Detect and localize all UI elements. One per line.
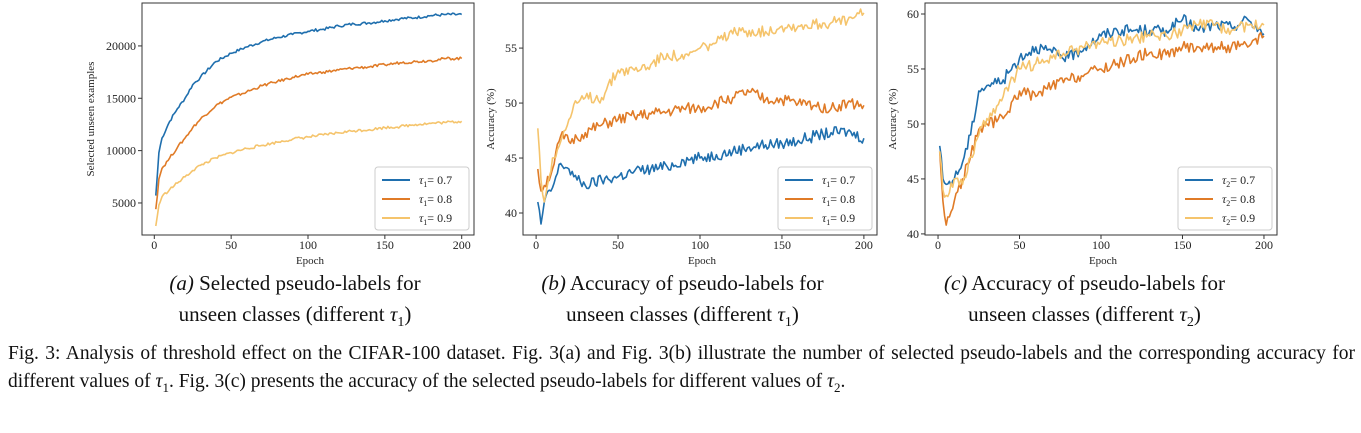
- y-tick-label: 45: [907, 172, 919, 186]
- x-tick-label: 150: [773, 238, 791, 252]
- figure-caption: Fig. 3: Analysis of threshold effect on …: [8, 340, 1355, 401]
- x-tick-label: 0: [533, 238, 539, 252]
- y-axis-label: Accuracy (%): [887, 88, 899, 150]
- y-tick-label: 40: [907, 227, 919, 241]
- figure-plots: 0 50 100 150 2005000100001500020000EpochSele…: [85, 2, 1278, 267]
- series-line-blue: [938, 14, 1265, 187]
- legend-label: τ1= 0.9: [822, 211, 855, 227]
- subcaption-label: (c): [943, 271, 968, 295]
- legend-label: τ1= 0.9: [419, 211, 452, 227]
- y-tick-label: 10000: [106, 144, 136, 158]
- x-tick-label: 50: [612, 238, 624, 252]
- y-axis-label: Selected unseen examples: [85, 62, 97, 177]
- x-axis-label: Epoch: [296, 255, 325, 267]
- paren: ): [1193, 302, 1201, 326]
- tau-symbol: τ: [155, 370, 163, 392]
- paren: ): [404, 302, 412, 326]
- x-tick-label: 150: [376, 238, 394, 252]
- caption-text: . Fig. 3(c) presents the accuracy of the…: [168, 370, 828, 392]
- legend-label: τ2= 0.7: [1222, 173, 1255, 189]
- legend-label: τ2= 0.8: [1222, 192, 1255, 208]
- legend-label: τ1= 0.7: [419, 173, 452, 189]
- x-tick-label: 100: [299, 238, 317, 252]
- x-tick-label: 100: [1092, 238, 1110, 252]
- x-tick-label: 50: [1014, 238, 1026, 252]
- tau-subscript: 2: [1186, 315, 1194, 331]
- tau-symbol: τ: [827, 370, 834, 392]
- subcaption-line2: unseen classes (different: [178, 302, 390, 326]
- subcaption-line2: unseen classes (different: [566, 302, 778, 326]
- subcaption-b: (b) Accuracy of pseudo-labels for unseen…: [495, 268, 870, 338]
- x-tick-label: 200: [855, 238, 873, 252]
- legend-label: τ1= 0.7: [822, 173, 855, 189]
- x-tick-label: 100: [691, 238, 709, 252]
- y-tick-label: 55: [907, 62, 919, 76]
- y-tick-label: 40: [505, 206, 517, 220]
- legend-box: [777, 166, 873, 231]
- series-line-blue: [537, 126, 865, 225]
- y-tick-label: 15000: [106, 91, 136, 105]
- subcaption-line2: unseen classes (different: [968, 302, 1180, 326]
- caption-text: Fig. 3: Analysis of threshold effect on …: [8, 343, 1355, 392]
- x-tick-label: 200: [453, 238, 471, 252]
- y-tick-label: 60: [907, 7, 919, 21]
- y-tick-label: 50: [505, 96, 517, 110]
- series-line-yellow: [537, 8, 865, 203]
- x-tick-label: 200: [1255, 238, 1273, 252]
- legend-label: τ2= 0.9: [1222, 211, 1255, 227]
- series-line-yellow: [938, 18, 1265, 198]
- series-line-blue: [155, 12, 463, 196]
- caption-text: .: [840, 370, 846, 392]
- x-tick-label: 0: [151, 238, 157, 252]
- x-tick-label: 50: [225, 238, 237, 252]
- tau-subscript: 1: [162, 379, 169, 395]
- legend-label: τ1= 0.8: [419, 192, 452, 208]
- x-tick-label: 0: [935, 238, 941, 252]
- tau-symbol: τ: [1179, 302, 1187, 326]
- tau-symbol: τ: [389, 302, 398, 326]
- y-tick-label: 20000: [106, 39, 136, 53]
- legend-box: [1177, 166, 1273, 231]
- series-line-orange: [155, 56, 463, 210]
- subcaption-line1: Accuracy of pseudo-labels for: [967, 271, 1226, 295]
- y-tick-label: 55: [505, 41, 517, 55]
- subcaption-line1: Selected pseudo-labels for: [193, 271, 421, 295]
- tau-subscript: 2: [834, 379, 841, 395]
- x-tick-label: 150: [1173, 238, 1191, 252]
- paren: ): [791, 302, 799, 326]
- series-line-yellow: [155, 120, 463, 227]
- tau-subscript: 1: [784, 315, 792, 331]
- tau-symbol: τ: [777, 302, 785, 326]
- x-axis-label: Epoch: [688, 255, 717, 267]
- y-tick-label: 45: [505, 151, 517, 165]
- subcaption-c: (c) Accuracy of pseudo-labels for unseen…: [897, 268, 1272, 338]
- subcaption-line1: Accuracy of pseudo-labels for: [565, 271, 824, 295]
- subcaption-label: (b): [541, 271, 566, 295]
- tau-subscript: 1: [397, 315, 405, 331]
- legend-box: [374, 166, 470, 231]
- series-line-orange: [938, 31, 1265, 226]
- y-tick-label: 5000: [112, 196, 136, 210]
- subcaption-label: (a): [169, 271, 194, 295]
- subcaption-a: (a) Selected pseudo-labels for unseen cl…: [115, 268, 475, 338]
- y-tick-label: 50: [907, 117, 919, 131]
- y-axis-label: Accuracy (%): [485, 88, 497, 150]
- x-axis-label: Epoch: [1089, 255, 1118, 267]
- series-line-orange: [537, 87, 865, 192]
- legend-label: τ1= 0.8: [822, 192, 855, 208]
